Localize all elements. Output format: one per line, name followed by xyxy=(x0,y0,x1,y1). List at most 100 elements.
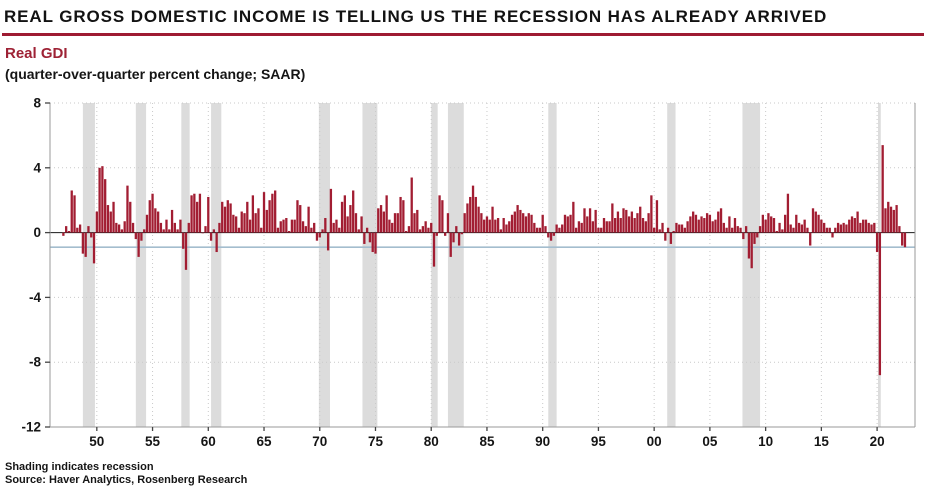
bar xyxy=(522,213,525,233)
bar xyxy=(399,196,402,233)
bar xyxy=(750,232,753,269)
bar xyxy=(711,221,714,233)
bar xyxy=(424,221,427,233)
bar xyxy=(694,214,698,233)
bar xyxy=(903,232,907,248)
recession-band xyxy=(667,103,676,427)
bar xyxy=(823,222,826,233)
bar xyxy=(310,227,313,233)
bar xyxy=(159,222,163,233)
bar xyxy=(223,206,227,233)
bar xyxy=(627,216,631,233)
bar xyxy=(430,222,433,233)
bar xyxy=(413,213,416,233)
bar xyxy=(647,213,650,233)
bar xyxy=(672,230,675,233)
bar xyxy=(168,229,171,233)
bar xyxy=(574,227,578,233)
bar xyxy=(527,213,530,233)
bar xyxy=(438,195,441,233)
bar xyxy=(817,214,820,233)
bar xyxy=(276,227,280,233)
units-label: (quarter-over-quarter percent change; SA… xyxy=(5,66,306,82)
bar xyxy=(184,232,188,270)
bar xyxy=(343,195,346,233)
bar xyxy=(84,232,87,257)
bar xyxy=(728,216,731,233)
bar xyxy=(463,213,466,233)
bar xyxy=(129,201,132,233)
bar xyxy=(850,216,854,233)
bar xyxy=(772,218,776,233)
bar xyxy=(123,221,126,233)
gdi-bar-chart: 8 4 0 -4 -8 -12 50 55 60 65 70 75 80 85 90 95 00 05 10 15 20 xyxy=(21,96,916,449)
bar xyxy=(714,219,717,233)
bar xyxy=(441,200,444,233)
bar xyxy=(73,195,76,233)
bar xyxy=(418,229,422,233)
bar xyxy=(215,232,218,253)
bar xyxy=(285,218,288,233)
bar xyxy=(90,232,93,238)
bar xyxy=(173,222,176,233)
bar xyxy=(404,230,408,233)
bar xyxy=(218,222,221,233)
bar xyxy=(789,224,792,233)
series-label: Real GDI xyxy=(5,45,68,62)
bar xyxy=(131,222,135,233)
bar xyxy=(731,227,734,233)
bar xyxy=(831,232,834,238)
bar xyxy=(410,177,413,233)
bar xyxy=(357,229,360,233)
recession-band xyxy=(211,103,222,427)
bar xyxy=(736,226,739,233)
bar xyxy=(349,205,352,233)
bar xyxy=(533,222,536,233)
recession-note: Shading indicates recession xyxy=(5,461,154,473)
bar xyxy=(260,227,263,233)
bar xyxy=(875,232,879,253)
bar xyxy=(156,211,160,233)
bar xyxy=(78,224,82,233)
recession-band xyxy=(318,103,331,427)
bar xyxy=(756,232,759,238)
x-axis-label: 20 xyxy=(870,434,885,449)
x-axis-label: 00 xyxy=(647,434,662,449)
y-axis-label: 8 xyxy=(33,96,41,111)
bar xyxy=(834,227,837,233)
bar xyxy=(488,219,491,233)
bar xyxy=(165,219,168,233)
bar xyxy=(499,229,503,233)
bar xyxy=(719,208,723,233)
bar xyxy=(820,219,823,233)
bar xyxy=(112,201,115,233)
bar xyxy=(825,227,829,233)
bar xyxy=(686,221,689,233)
bar xyxy=(859,222,862,233)
bar xyxy=(613,218,617,233)
bar xyxy=(783,214,787,233)
bar xyxy=(502,218,505,233)
bar xyxy=(193,193,196,233)
bar xyxy=(290,219,294,233)
y-axis-label: -12 xyxy=(21,420,41,435)
bar xyxy=(535,227,539,233)
bar xyxy=(346,216,349,233)
bar xyxy=(797,222,801,233)
bar xyxy=(87,226,90,233)
bar xyxy=(516,205,519,233)
bar xyxy=(307,206,310,233)
bar xyxy=(396,213,399,233)
bar xyxy=(293,219,296,233)
bar xyxy=(708,214,712,233)
bar xyxy=(867,222,870,233)
bar xyxy=(538,227,542,233)
bar xyxy=(636,213,639,233)
bar xyxy=(70,190,73,233)
bar xyxy=(541,214,544,233)
bar xyxy=(460,232,464,235)
bar xyxy=(513,211,516,233)
bar xyxy=(432,232,436,267)
recession-band xyxy=(548,103,557,427)
bar xyxy=(335,219,338,233)
